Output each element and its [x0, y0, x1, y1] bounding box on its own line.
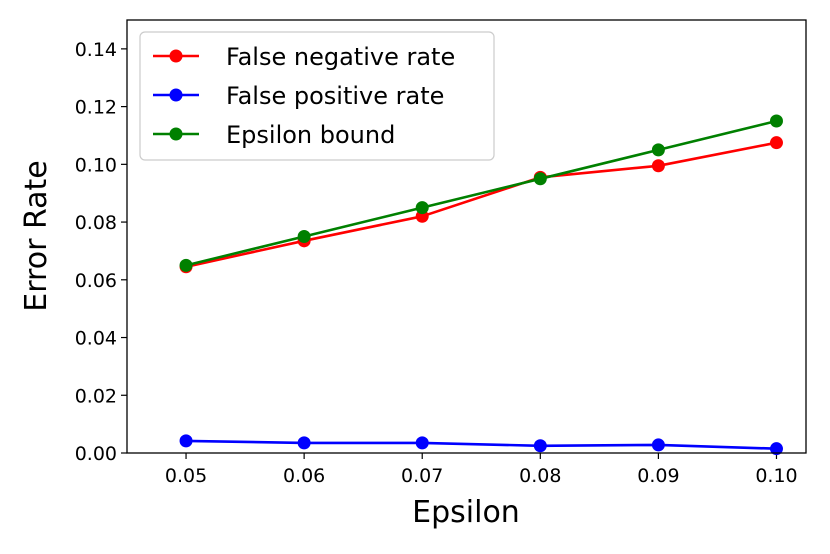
data-point	[651, 143, 665, 157]
x-tick-label: 0.06	[283, 465, 325, 487]
series-line	[185, 439, 777, 450]
plot-frame	[126, 19, 807, 454]
y-tick-label: 0.06	[75, 270, 117, 292]
series-line	[185, 141, 777, 269]
y-tick-label: 0.12	[75, 97, 117, 119]
data-point	[179, 258, 193, 272]
data-point	[533, 172, 547, 186]
series-line	[185, 119, 777, 267]
x-axis-title: Epsilon	[412, 495, 520, 530]
series-epsilon-bound	[179, 114, 783, 272]
x-tick-label: 0.09	[637, 465, 679, 487]
y-tick-label: 0.08	[75, 212, 117, 234]
x-axis: 0.05 0.06 0.07 0.08 0.09 0.10	[165, 453, 798, 487]
series-false-positive-rate	[179, 434, 783, 456]
plot-series	[179, 114, 783, 456]
y-tick-label: 0.00	[75, 443, 117, 465]
y-axis: 0.00 0.02 0.04 0.06 0.08 0.10 0.12 0.14	[75, 39, 127, 465]
legend-box	[139, 31, 495, 161]
data-point	[297, 436, 311, 450]
legend-label: False positive rate	[226, 82, 444, 110]
x-tick-label: 0.05	[165, 465, 207, 487]
y-tick-label: 0.14	[75, 39, 117, 61]
y-tick-label: 0.04	[75, 328, 117, 350]
data-point	[769, 114, 783, 128]
legend-marker	[169, 88, 183, 102]
data-point	[179, 434, 193, 448]
legend-marker	[169, 49, 183, 63]
data-point	[651, 438, 665, 452]
data-point	[297, 230, 311, 243]
x-tick-label: 0.10	[755, 465, 797, 487]
data-point	[651, 159, 665, 173]
y-tick-label: 0.02	[75, 385, 117, 407]
data-point	[769, 442, 783, 456]
data-point	[769, 136, 783, 150]
y-axis-title: Error Rate	[19, 160, 54, 311]
legend-marker	[169, 127, 183, 141]
legend-entry: False negative rate	[153, 43, 455, 71]
x-tick-label: 0.07	[401, 465, 443, 487]
data-point	[415, 436, 429, 450]
y-tick-label: 0.10	[75, 154, 117, 176]
legend: False negative rate False positive rate Ep…	[139, 31, 495, 161]
legend-entry: Epsilon bound	[153, 121, 395, 149]
legend-label: Epsilon bound	[226, 121, 395, 149]
data-point	[415, 201, 429, 215]
legend-label: False negative rate	[226, 43, 455, 71]
x-tick-label: 0.08	[519, 465, 561, 487]
data-point	[533, 439, 547, 453]
legend-entry: False positive rate	[153, 82, 444, 110]
